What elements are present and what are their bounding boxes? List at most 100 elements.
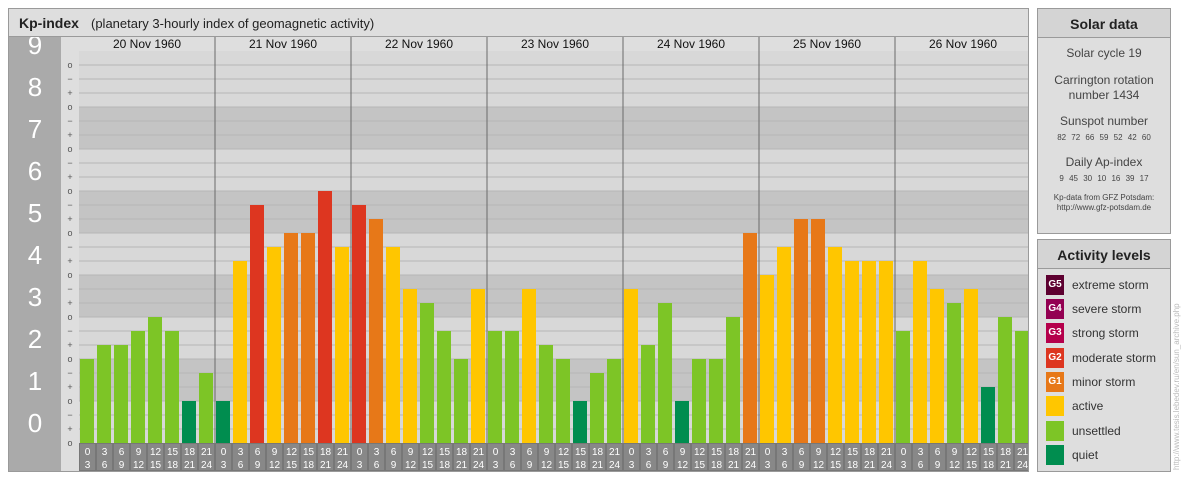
y-tick-label: 5: [28, 198, 42, 228]
level-label: moderate storm: [1072, 351, 1157, 365]
interval-start-label: 15: [575, 447, 587, 458]
interval-start-label: 6: [527, 447, 533, 458]
kp-bar: [862, 261, 876, 443]
interval-end-label: 9: [119, 460, 125, 471]
interval-cell: [879, 444, 894, 470]
y-sub-tick-label: +: [67, 130, 72, 140]
interval-cell: [403, 444, 418, 470]
interval-cell: [845, 444, 860, 470]
interval-cell: [641, 444, 656, 470]
interval-start-label: 3: [374, 447, 380, 458]
interval-cell: [250, 444, 265, 470]
kp-band: [79, 64, 1028, 107]
kp-bar: [165, 330, 179, 443]
interval-cell: [420, 444, 435, 470]
y-tick-label: 2: [28, 324, 42, 354]
kp-bar: [658, 303, 672, 443]
interval-cell: [471, 444, 486, 470]
interval-cell: [794, 444, 809, 470]
interval-start-label: 3: [782, 447, 788, 458]
interval-end-label: 12: [405, 460, 417, 471]
kp-bar: [896, 330, 910, 443]
y-sub-tick-label: o: [67, 312, 72, 322]
interval-start-label: 0: [357, 447, 363, 458]
y-tick-label: 6: [28, 156, 42, 186]
kp-bar: [624, 288, 638, 443]
interval-end-label: 12: [269, 460, 281, 471]
interval-cell: [454, 444, 469, 470]
data-credit-link[interactable]: http://www.gfz-potsdam.de: [1056, 203, 1152, 212]
interval-start-label: 9: [544, 447, 550, 458]
interval-end-label: 3: [221, 460, 227, 471]
interval-end-label: 6: [646, 460, 652, 471]
interval-end-label: 3: [85, 460, 91, 471]
interval-start-label: 15: [983, 447, 995, 458]
interval-start-label: 9: [680, 447, 686, 458]
interval-end-label: 18: [575, 460, 587, 471]
kp-bar: [369, 219, 383, 443]
interval-start-label: 3: [102, 447, 108, 458]
kp-bar-chart: 0123456789+o+o−+o−+o−+o−+o−+o−+o−+o−o−20…: [9, 37, 1028, 471]
kp-bar: [403, 288, 417, 443]
interval-start-label: 12: [286, 447, 298, 458]
interval-end-label: 24: [473, 460, 485, 471]
interval-end-label: 21: [320, 460, 332, 471]
interval-start-label: 6: [799, 447, 805, 458]
y-sub-tick-label: −: [67, 116, 72, 126]
kp-bar: [335, 246, 349, 443]
kp-bar: [675, 400, 689, 443]
kp-bar: [556, 358, 570, 443]
kp-bar: [352, 204, 366, 443]
interval-cell: [590, 444, 605, 470]
interval-start-label: 18: [592, 447, 604, 458]
interval-end-label: 12: [541, 460, 553, 471]
interval-start-label: 0: [765, 447, 771, 458]
interval-end-label: 6: [238, 460, 244, 471]
interval-cell: [777, 444, 792, 470]
chart-header: Kp-index (planetary 3-hourly index of ge…: [9, 9, 1028, 37]
interval-cell: [947, 444, 962, 470]
y-sub-tick-label: o: [67, 186, 72, 196]
level-swatch: G2: [1046, 348, 1064, 368]
y-sub-tick-label: +: [67, 298, 72, 308]
interval-end-label: 12: [813, 460, 825, 471]
kp-bar: [964, 288, 978, 443]
interval-cell: [913, 444, 928, 470]
kp-bar: [505, 330, 519, 443]
interval-start-label: 12: [966, 447, 978, 458]
date-header-band: [79, 37, 1028, 51]
interval-start-label: 18: [864, 447, 876, 458]
level-label: extreme storm: [1072, 278, 1149, 292]
kp-bar: [590, 372, 604, 443]
interval-start-label: 0: [901, 447, 907, 458]
interval-end-label: 21: [864, 460, 876, 471]
solar-data-panel: Solar data Solar cycle 19 Carrington rot…: [1037, 8, 1171, 234]
interval-start-label: 0: [221, 447, 227, 458]
interval-start-label: 18: [728, 447, 740, 458]
interval-cell: [692, 444, 707, 470]
interval-start-label: 3: [646, 447, 652, 458]
interval-cell: [386, 444, 401, 470]
interval-start-label: 15: [167, 447, 179, 458]
interval-start-label: 3: [510, 447, 516, 458]
kp-bar: [726, 316, 740, 443]
y-sub-tick-label: o: [67, 228, 72, 238]
y-tick-label: 1: [28, 366, 42, 396]
interval-cell: [233, 444, 248, 470]
interval-start-label: 18: [456, 447, 468, 458]
interval-end-label: 15: [966, 460, 978, 471]
interval-end-label: 6: [510, 460, 516, 471]
interval-cell: [760, 444, 775, 470]
y-sub-tick-label: o: [67, 102, 72, 112]
kp-bar: [845, 261, 859, 443]
interval-cell: [607, 444, 622, 470]
interval-end-label: 24: [201, 460, 213, 471]
level-swatch: [1046, 396, 1064, 416]
interval-start-label: 12: [150, 447, 162, 458]
interval-cell: [318, 444, 333, 470]
interval-cell: [199, 444, 214, 470]
interval-start-label: 21: [201, 447, 213, 458]
interval-cell: [301, 444, 316, 470]
interval-end-label: 6: [918, 460, 924, 471]
y-sub-tick-label: −: [67, 200, 72, 210]
